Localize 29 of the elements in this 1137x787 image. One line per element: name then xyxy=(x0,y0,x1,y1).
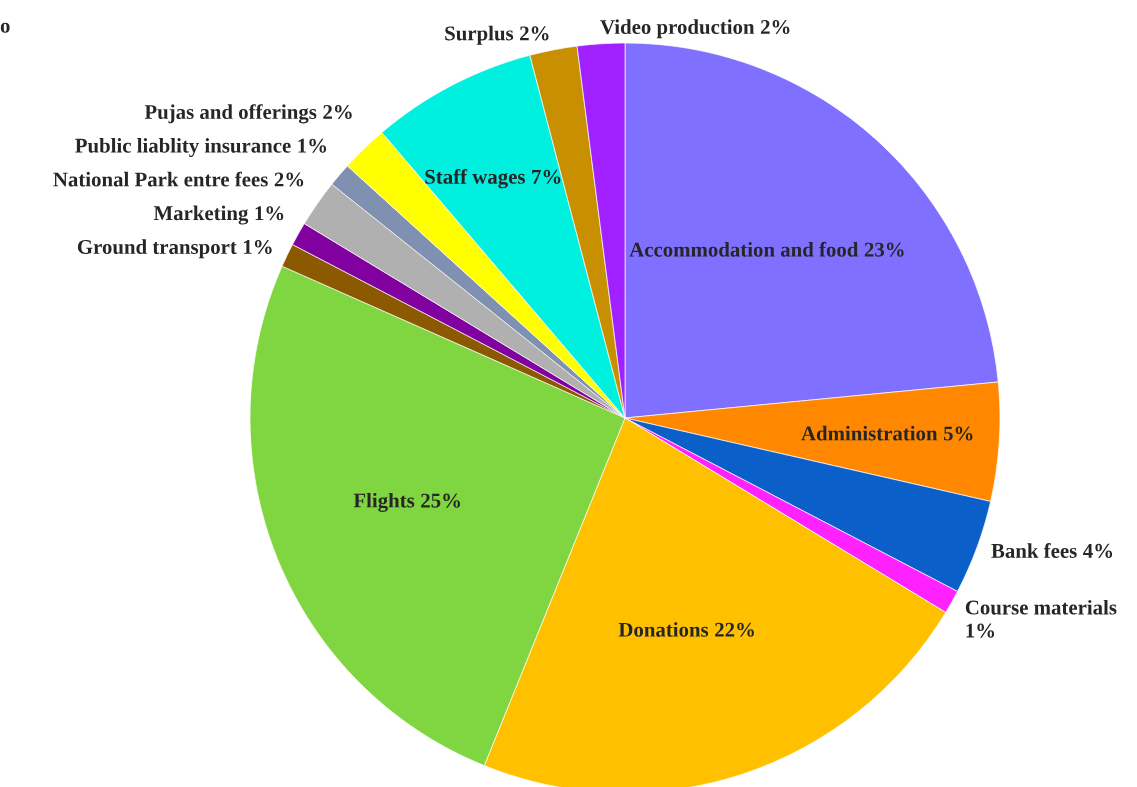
slice-label: Administration xyxy=(801,425,938,441)
slice-label: Pujas and offerings xyxy=(144,104,317,124)
slice-label: Marketing xyxy=(153,205,249,225)
data-label: 2% xyxy=(760,19,790,35)
data-label: 1% xyxy=(255,206,284,221)
data-label: 1% xyxy=(244,239,272,255)
data-label: 4% xyxy=(1083,543,1113,558)
slice-label: Video production xyxy=(600,19,755,39)
slice-label: National Park entre fees xyxy=(53,171,268,187)
slice-label: Bank fees xyxy=(991,543,1077,558)
slice-label: Public liablity insurance xyxy=(75,138,291,158)
data-label: 23% xyxy=(864,242,904,257)
data-label: 1% xyxy=(966,623,995,638)
data-label: 7% xyxy=(532,169,561,184)
slice-label: Course materials xyxy=(965,599,1117,615)
text: o xyxy=(0,22,10,33)
data-label: 22% xyxy=(715,622,754,637)
slice-label: Staff wages xyxy=(425,168,525,189)
slice-label: Surplus xyxy=(445,25,514,45)
slice-label: Accommodation and food xyxy=(629,241,859,257)
data-label: 2% xyxy=(323,104,352,120)
data-label: 5% xyxy=(943,426,973,441)
slice-label: Ground transport xyxy=(77,239,237,259)
data-label: 25% xyxy=(421,493,461,508)
data-label: 2% xyxy=(274,172,304,187)
data-label: 2% xyxy=(520,26,549,41)
slice-label: Flights xyxy=(353,492,415,512)
slice-label: Donations xyxy=(618,622,709,637)
data-label: 1% xyxy=(298,138,327,153)
